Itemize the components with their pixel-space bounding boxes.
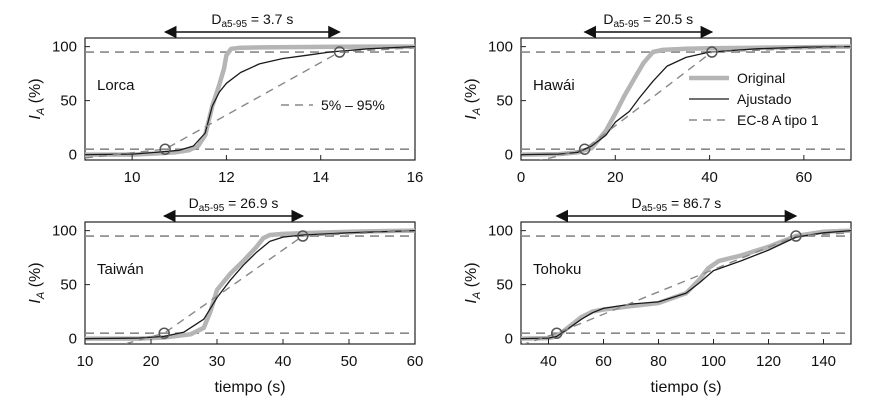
x-tick-label: 20: [143, 353, 160, 370]
x-tick-label: 0: [517, 169, 525, 186]
series-ajustado-line: [521, 45, 851, 156]
x-tick-label: 40: [275, 353, 292, 370]
x-axis-title: tiempo (s): [214, 379, 285, 396]
x-tick-label: 60: [407, 353, 424, 370]
chart-panel-hawái: 0 20 40 60 0 50 100 IA (%) Hawái Da5-95 = 20.5 s: [463, 11, 852, 186]
y-tick-label: 0: [505, 147, 513, 164]
x-axis-title: tiempo (s): [650, 379, 721, 396]
x-tick-label: 100: [701, 353, 726, 370]
x-tick-label: 40: [540, 353, 557, 370]
marker-t95: [333, 46, 346, 58]
marker-t95: [790, 230, 802, 242]
series-ec8-reference-line: [539, 45, 851, 160]
legend-item-label: EC-8 A tipo 1: [737, 112, 819, 128]
x-tick-label: 16: [407, 169, 424, 186]
chart-panel-lorca: 10 12 14 16 0 50 100 IA (%) Lorca Da5-95 = 3.7 s: [27, 11, 423, 186]
y-tick-label: 50: [496, 93, 513, 110]
x-tick-label: 60: [796, 169, 813, 186]
duration-label: Da5-95 = 86.7 s: [631, 195, 721, 214]
x-tick-label: 140: [811, 353, 836, 370]
marker-t5: [158, 327, 170, 339]
series-original-line: [521, 228, 851, 341]
x-tick-label: 20: [607, 169, 624, 186]
marker-t95: [297, 230, 309, 242]
marker-t5: [551, 327, 563, 339]
x-tick-label: 80: [650, 353, 667, 370]
marker-t95: [706, 46, 718, 58]
series-ajustado-line: [85, 45, 415, 156]
duration-label: Da5-95 = 26.9 s: [189, 195, 279, 214]
x-tick-label: 40: [701, 169, 718, 186]
legend: Original Ajustado EC-8 A tipo 1: [689, 70, 819, 128]
panel-label: Lorca: [97, 77, 135, 94]
y-tick-label: 0: [69, 331, 77, 348]
series-original-line: [85, 228, 415, 341]
reference-label-text: 5% – 95%: [321, 97, 385, 113]
legend-item-label: Ajustado: [737, 91, 792, 107]
reference-label: 5% – 95%: [281, 97, 385, 113]
y-tick-label: 100: [52, 39, 77, 56]
x-tick-label: 10: [77, 353, 94, 370]
panel-label: Hawái: [533, 77, 575, 94]
y-tick-label: 50: [60, 277, 77, 294]
y-axis-title: IA (%): [463, 78, 483, 119]
plot-frame: [520, 37, 852, 161]
x-tick-label: 10: [124, 169, 141, 186]
x-tick-label: 30: [209, 353, 226, 370]
y-axis-title: IA (%): [463, 262, 483, 303]
series-ec8-reference-line: [522, 232, 851, 344]
x-tick-label: 12: [218, 169, 235, 186]
chart-panel-taiwán: 10 20 30 40 50 60 0 50 100 IA (%) tiempo (s) Taiwán…: [27, 195, 423, 396]
plot-frame: [84, 221, 416, 345]
marker-t5: [578, 143, 591, 155]
duration-label: Da5-95 = 3.7 s: [211, 11, 293, 30]
duration-label: Da5-95 = 20.5 s: [603, 11, 693, 30]
x-tick-label: 14: [312, 169, 329, 186]
y-tick-label: 50: [496, 277, 513, 294]
series-ajustado-line: [521, 229, 851, 340]
y-tick-label: 0: [69, 147, 77, 164]
marker-t5: [159, 143, 171, 155]
series-ajustado-line: [85, 229, 415, 340]
legend-item-label: Original: [737, 70, 785, 86]
x-tick-label: 50: [341, 353, 358, 370]
series-original-line: [521, 44, 851, 157]
y-tick-label: 100: [488, 223, 513, 240]
panel-label: Tohoku: [533, 261, 581, 278]
panel-label: Taiwán: [97, 261, 144, 278]
x-tick-label: 120: [756, 353, 781, 370]
y-tick-label: 100: [488, 39, 513, 56]
y-axis-title: IA (%): [27, 262, 47, 303]
y-tick-label: 0: [505, 331, 513, 348]
y-tick-label: 50: [60, 93, 77, 110]
x-tick-label: 60: [595, 353, 612, 370]
chart-panel-tohoku: 40 60 80 100 120 140 0 50 100 IA (%) tiempo (s) Toh…: [463, 195, 852, 396]
y-tick-label: 100: [52, 223, 77, 240]
series-ec8-reference-line: [121, 229, 415, 344]
y-axis-title: IA (%): [27, 78, 47, 119]
